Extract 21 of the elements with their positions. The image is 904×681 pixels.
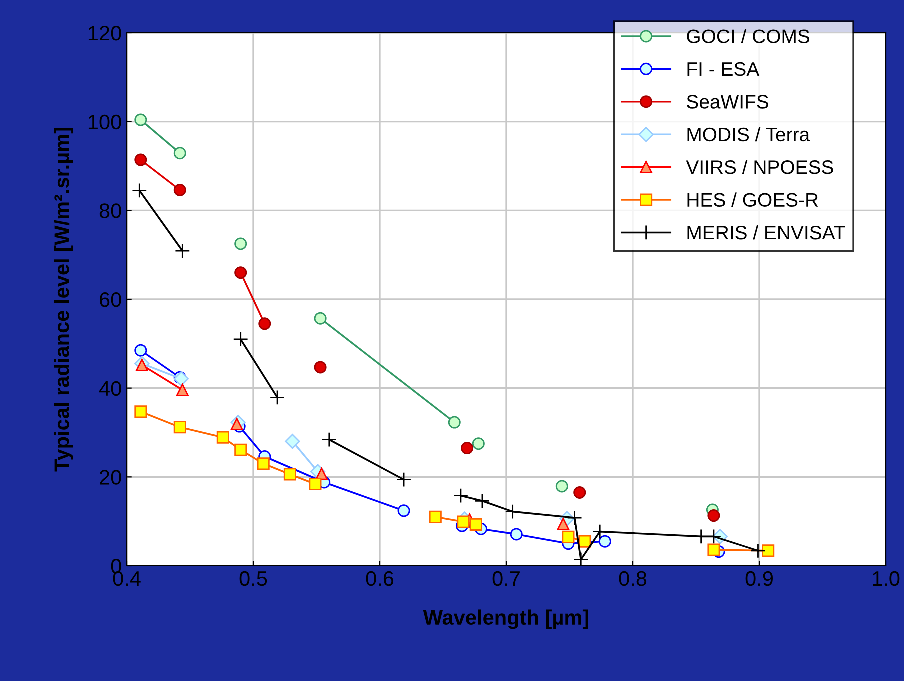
legend-label: GOCI / COMS bbox=[687, 29, 810, 44]
y-axis-title: Typical radiance level [W/m².sr.µm] bbox=[54, 128, 74, 472]
x-tick-label: 1.0 bbox=[873, 571, 900, 586]
x-tick-label: 0.9 bbox=[746, 571, 773, 586]
y-tick-label: 20 bbox=[100, 470, 122, 485]
x-axis-title: Wavelength [µm] bbox=[423, 610, 588, 630]
y-tick-label: 100 bbox=[88, 114, 122, 130]
y-tick-label: 120 bbox=[88, 26, 122, 41]
legend-label: MERIS / ENVISAT bbox=[688, 225, 846, 240]
x-tick-label: 0.7 bbox=[492, 571, 520, 586]
x-tick-label: 0.5 bbox=[240, 571, 268, 586]
y-tick-label: 80 bbox=[100, 204, 122, 218]
legend-label: SeaWIFS bbox=[687, 95, 768, 109]
legend-label: HES / GOES-R bbox=[688, 192, 818, 208]
y-tick-label: 60 bbox=[100, 292, 122, 308]
legend-label: MODIS / Terra bbox=[688, 127, 810, 142]
x-tick-label: 0.8 bbox=[619, 571, 647, 586]
legend-label: FI - ESA bbox=[688, 62, 760, 76]
x-tick-label: 0.6 bbox=[366, 571, 394, 586]
y-tick-label: 40 bbox=[99, 381, 122, 396]
legend-label: VIIRS / NPOESS bbox=[686, 160, 834, 174]
